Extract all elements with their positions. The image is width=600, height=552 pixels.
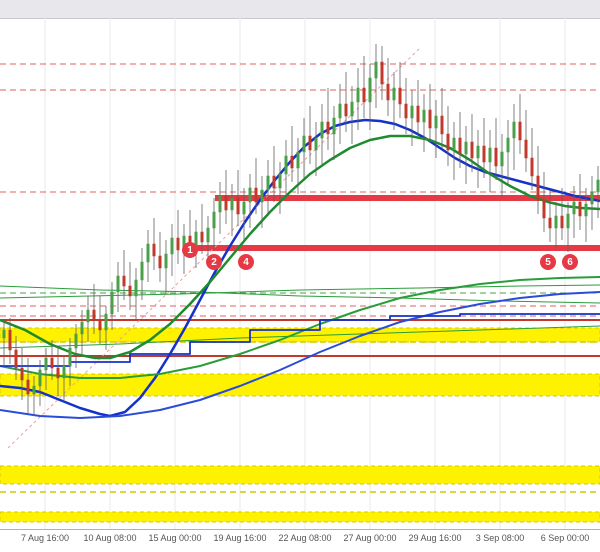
x-tick-label: 10 Aug 08:00	[83, 533, 136, 543]
x-tick-label: 6 Sep 00:00	[541, 533, 590, 543]
x-tick-label: 19 Aug 16:00	[213, 533, 266, 543]
price-marker-4: 4	[238, 254, 254, 270]
x-tick-label: 22 Aug 08:00	[278, 533, 331, 543]
price-marker-1: 1	[182, 242, 198, 258]
x-tick-label: 27 Aug 00:00	[343, 533, 396, 543]
x-tick-label: 7 Aug 16:00	[21, 533, 69, 543]
x-tick-label: 29 Aug 16:00	[408, 533, 461, 543]
markers-layer: 124 56	[0, 18, 600, 530]
chart-plot-area[interactable]: 124 56	[0, 18, 600, 530]
x-tick-label: 15 Aug 00:00	[148, 533, 201, 543]
window-titlebar	[0, 0, 600, 19]
price-marker-5: 5	[540, 254, 556, 270]
price-marker-2: 2	[206, 254, 222, 270]
chart-window: 124 56 7 Aug 16:00 10 Aug 08:00 15 Aug 00:0…	[0, 0, 600, 552]
x-tick-label: 3 Sep 08:00	[476, 533, 525, 543]
price-marker-6: 6	[562, 254, 578, 270]
x-axis: 7 Aug 16:00 10 Aug 08:00 15 Aug 00:00 19 Au…	[0, 529, 600, 552]
